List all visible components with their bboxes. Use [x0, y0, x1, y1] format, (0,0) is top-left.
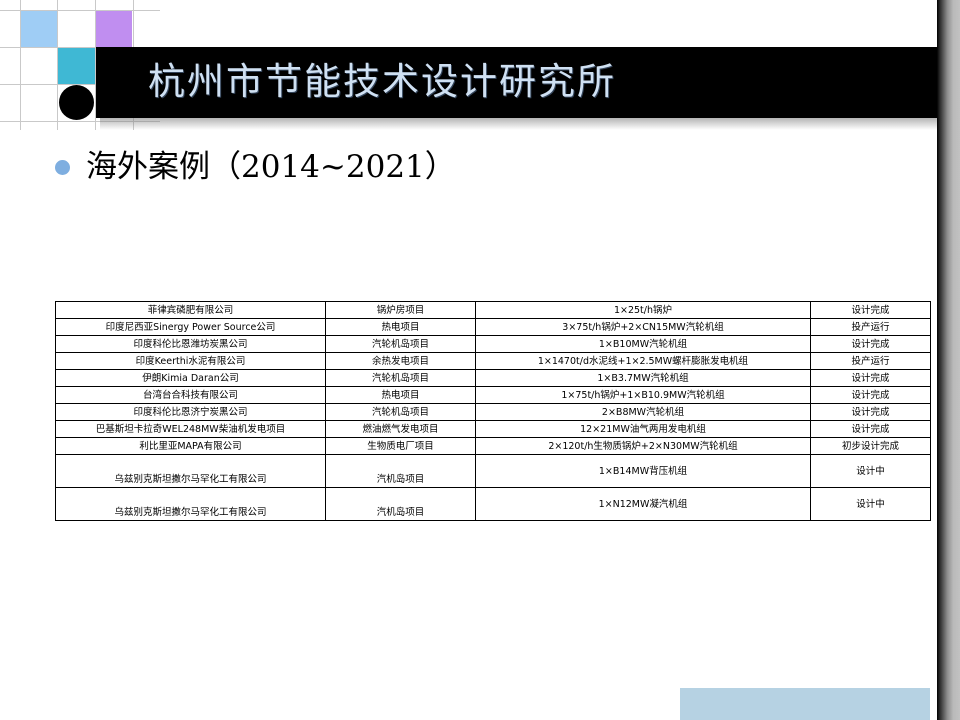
cell-project: 热电项目: [325, 318, 476, 336]
purple-square-icon: [96, 11, 132, 47]
cell-spec: 1×25t/h锅炉: [475, 301, 811, 319]
cell-spec: 12×21MW油气两用发电机组: [475, 420, 811, 438]
teal-square-icon: [58, 48, 95, 84]
table-row: 印度科伦比恩潍坊炭黑公司 汽轮机岛项目 1×B10MW汽轮机组 设计完成: [55, 335, 931, 353]
cell-project: 汽机岛项目: [325, 454, 476, 488]
table-row: 巴基斯坦卡拉奇WEL248MW柴油机发电项目 燃油燃气发电项目 12×21MW油…: [55, 420, 931, 438]
table-row: 印度科伦比恩济宁炭黑公司 汽轮机岛项目 2×B8MW汽轮机组 设计完成: [55, 403, 931, 421]
cell-company: 利比里亚MAPA有限公司: [55, 437, 326, 455]
cell-project: 生物质电厂项目: [325, 437, 476, 455]
cell-project: 汽轮机岛项目: [325, 403, 476, 421]
cell-spec: 1×75t/h锅炉+1×B10.9MW汽轮机组: [475, 386, 811, 404]
cell-company: 印度科伦比恩潍坊炭黑公司: [55, 335, 326, 353]
deco-grid-line-horizontal: [0, 47, 160, 48]
table-row: 利比里亚MAPA有限公司 生物质电厂项目 2×120t/h生物质锅炉+2×N30…: [55, 437, 931, 455]
cell-status: 设计完成: [810, 335, 931, 353]
black-circle-icon: [59, 85, 94, 120]
cell-company: 伊朗Kimia Daran公司: [55, 369, 326, 387]
cases-table-body: 菲律宾磷肥有限公司 锅炉房项目 1×25t/h锅炉 设计完成 印度尼西亚Sine…: [55, 301, 931, 521]
cell-spec: 1×B14MW背压机组: [475, 454, 811, 488]
deco-grid-line-horizontal: [0, 121, 160, 122]
deco-grid-line-vertical: [57, 0, 58, 130]
cell-project: 汽机岛项目: [325, 487, 476, 521]
bullet-dot-icon: [55, 159, 70, 175]
cell-status: 设计完成: [810, 301, 931, 319]
cell-status: 设计中: [810, 454, 931, 488]
cell-company: 乌兹别克斯坦撒尔马罕化工有限公司: [55, 487, 326, 521]
light-blue-square-icon: [21, 11, 57, 47]
deco-grid-line-horizontal: [0, 10, 160, 11]
cell-status: 设计完成: [810, 386, 931, 404]
cell-status: 设计完成: [810, 420, 931, 438]
table-row: 印度Keerthi水泥有限公司 余热发电项目 1×1470t/d水泥线+1×2.…: [55, 352, 931, 370]
cell-company: 印度尼西亚Sinergy Power Source公司: [55, 318, 326, 336]
cell-spec: 2×B8MW汽轮机组: [475, 403, 811, 421]
page-title: 杭州市节能技术设计研究所: [148, 60, 616, 103]
cell-project: 热电项目: [325, 386, 476, 404]
overseas-cases-table: 菲律宾磷肥有限公司 锅炉房项目 1×25t/h锅炉 设计完成 印度尼西亚Sine…: [55, 301, 931, 521]
bullet-row: 海外案例（2014~2021）: [55, 148, 456, 186]
deco-grid-line-horizontal: [0, 84, 160, 85]
deco-grid-line-vertical: [95, 0, 96, 130]
cell-spec: 1×B10MW汽轮机组: [475, 335, 811, 353]
cell-project: 汽轮机岛项目: [325, 369, 476, 387]
cell-company: 巴基斯坦卡拉奇WEL248MW柴油机发电项目: [55, 420, 326, 438]
table-row: 台湾台合科技有限公司 热电项目 1×75t/h锅炉+1×B10.9MW汽轮机组 …: [55, 386, 931, 404]
cell-status: 设计完成: [810, 403, 931, 421]
table-row: 菲律宾磷肥有限公司 锅炉房项目 1×25t/h锅炉 设计完成: [55, 301, 931, 319]
cell-status: 投产运行: [810, 352, 931, 370]
title-bar-shadow: [100, 118, 937, 130]
cell-project: 余热发电项目: [325, 352, 476, 370]
cell-project: 汽轮机岛项目: [325, 335, 476, 353]
cell-status: 初步设计完成: [810, 437, 931, 455]
table-row: 伊朗Kimia Daran公司 汽轮机岛项目 1×B3.7MW汽轮机组 设计完成: [55, 369, 931, 387]
table-row: 印度尼西亚Sinergy Power Source公司 热电项目 3×75t/h…: [55, 318, 931, 336]
cases-table-container: 菲律宾磷肥有限公司 锅炉房项目 1×25t/h锅炉 设计完成 印度尼西亚Sine…: [55, 301, 931, 521]
cell-company: 乌兹别克斯坦撒尔马罕化工有限公司: [55, 454, 326, 488]
bullet-text: 海外案例（2014~2021）: [86, 149, 456, 185]
deco-grid-line-vertical: [20, 0, 21, 130]
title-bar: [96, 47, 937, 118]
cell-spec: 2×120t/h生物质锅炉+2×N30MW汽轮机组: [475, 437, 811, 455]
cell-status: 设计中: [810, 487, 931, 521]
cell-company: 菲律宾磷肥有限公司: [55, 301, 326, 319]
cell-company: 台湾台合科技有限公司: [55, 386, 326, 404]
cell-spec: 1×N12MW凝汽机组: [475, 487, 811, 521]
cell-spec: 1×1470t/d水泥线+1×2.5MW螺杆膨胀发电机组: [475, 352, 811, 370]
cell-status: 设计完成: [810, 369, 931, 387]
cell-project: 燃油燃气发电项目: [325, 420, 476, 438]
cell-company: 印度科伦比恩济宁炭黑公司: [55, 403, 326, 421]
cell-spec: 1×B3.7MW汽轮机组: [475, 369, 811, 387]
cell-status: 投产运行: [810, 318, 931, 336]
table-row: 乌兹别克斯坦撒尔马罕化工有限公司 汽机岛项目 1×N12MW凝汽机组 设计中: [55, 487, 931, 521]
cell-spec: 3×75t/h锅炉+2×CN15MW汽轮机组: [475, 318, 811, 336]
bottom-accent-bar: [680, 688, 930, 720]
slide-right-edge: [937, 0, 960, 720]
table-row: 乌兹别克斯坦撒尔马罕化工有限公司 汽机岛项目 1×B14MW背压机组 设计中: [55, 454, 931, 488]
cell-project: 锅炉房项目: [325, 301, 476, 319]
cell-company: 印度Keerthi水泥有限公司: [55, 352, 326, 370]
